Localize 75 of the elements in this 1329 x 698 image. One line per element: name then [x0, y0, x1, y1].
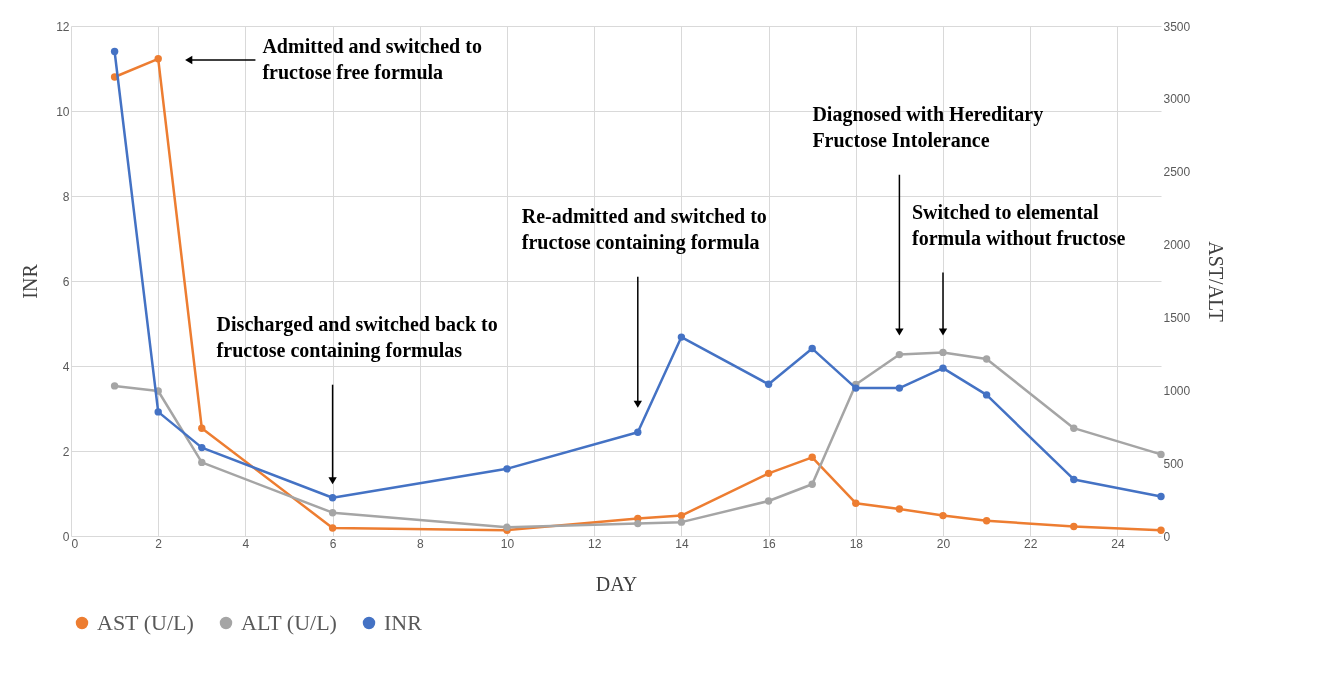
point [328, 494, 337, 502]
point [939, 348, 947, 357]
point [1157, 450, 1165, 459]
annotation: Discharged and switched back to fructose containing formulas [216, 312, 498, 362]
annotation: Re-admitted and switched to fructose containing formula [521, 204, 767, 254]
x-tick-label: 8 [416, 536, 424, 551]
legend-label: INR [384, 610, 423, 635]
x-tick-label: 2 [155, 536, 163, 551]
point [1157, 526, 1165, 534]
x-tick-label: 20 [936, 536, 951, 551]
point [982, 391, 991, 399]
point [198, 458, 206, 467]
y2-tick-label: 2500 [1163, 165, 1191, 180]
y-tick-label: 10 [56, 104, 70, 119]
y2-axis-title: AST/ALT [1205, 241, 1228, 322]
point [808, 480, 816, 488]
point [328, 508, 337, 517]
x-tick-label: 14 [675, 536, 689, 551]
point [1070, 424, 1078, 432]
annotation: Admitted and switched to fructose free formula [262, 35, 482, 83]
point [677, 333, 686, 341]
y-axis-title: INR [19, 263, 42, 299]
y-tick-label: 8 [62, 189, 70, 204]
point [198, 443, 206, 452]
point [1070, 522, 1078, 531]
point [895, 505, 904, 513]
point [895, 350, 904, 359]
annotation: Diagnosed with Hereditary Fructose Intolerance [812, 102, 1044, 151]
x-tick-label: 4 [242, 536, 250, 551]
point [939, 364, 947, 372]
y2-tick-label: 2000 [1163, 238, 1191, 253]
annotation: Switched to elemental formula without fructose [912, 200, 1126, 249]
y-tick-label: 12 [56, 19, 70, 34]
point [198, 424, 206, 432]
point [677, 511, 686, 520]
point [939, 511, 947, 520]
x-tick-label: 24 [1111, 536, 1125, 551]
point [110, 382, 119, 390]
point [982, 517, 991, 525]
point [1157, 492, 1165, 501]
point [808, 344, 816, 353]
point [808, 453, 816, 462]
y2-tick-label: 1500 [1163, 310, 1191, 325]
point [634, 428, 642, 436]
y-tick-label: 4 [62, 359, 70, 374]
point [852, 499, 860, 507]
legend-label: ALT (U/L) [241, 610, 337, 635]
y2-tick-label: 3000 [1163, 92, 1191, 107]
point [634, 519, 642, 528]
x-tick-label: 10 [500, 536, 515, 551]
y-tick-label: 2 [62, 444, 70, 459]
x-axis-title: DAY [595, 572, 638, 595]
legend-label: AST (U/L) [97, 610, 194, 635]
point [895, 384, 904, 392]
x-tick-label: 6 [329, 536, 337, 551]
point [764, 497, 773, 505]
y2-tick-label: 3500 [1163, 19, 1191, 34]
point [503, 465, 511, 473]
y2-tick-label: 500 [1163, 456, 1184, 471]
point [677, 518, 686, 526]
point [328, 524, 337, 532]
point [154, 55, 162, 63]
y-tick-label: 6 [62, 274, 70, 289]
point [764, 380, 773, 388]
point [1070, 475, 1078, 484]
point [764, 469, 773, 478]
x-tick-label: 18 [849, 536, 864, 551]
point [852, 384, 860, 392]
x-tick-label: 22 [1024, 536, 1038, 551]
x-tick-label: 16 [762, 536, 777, 551]
point [154, 408, 162, 416]
x-tick-label: 12 [588, 536, 602, 551]
point [982, 355, 991, 363]
y2-tick-label: 1000 [1163, 383, 1191, 398]
point [110, 47, 119, 56]
